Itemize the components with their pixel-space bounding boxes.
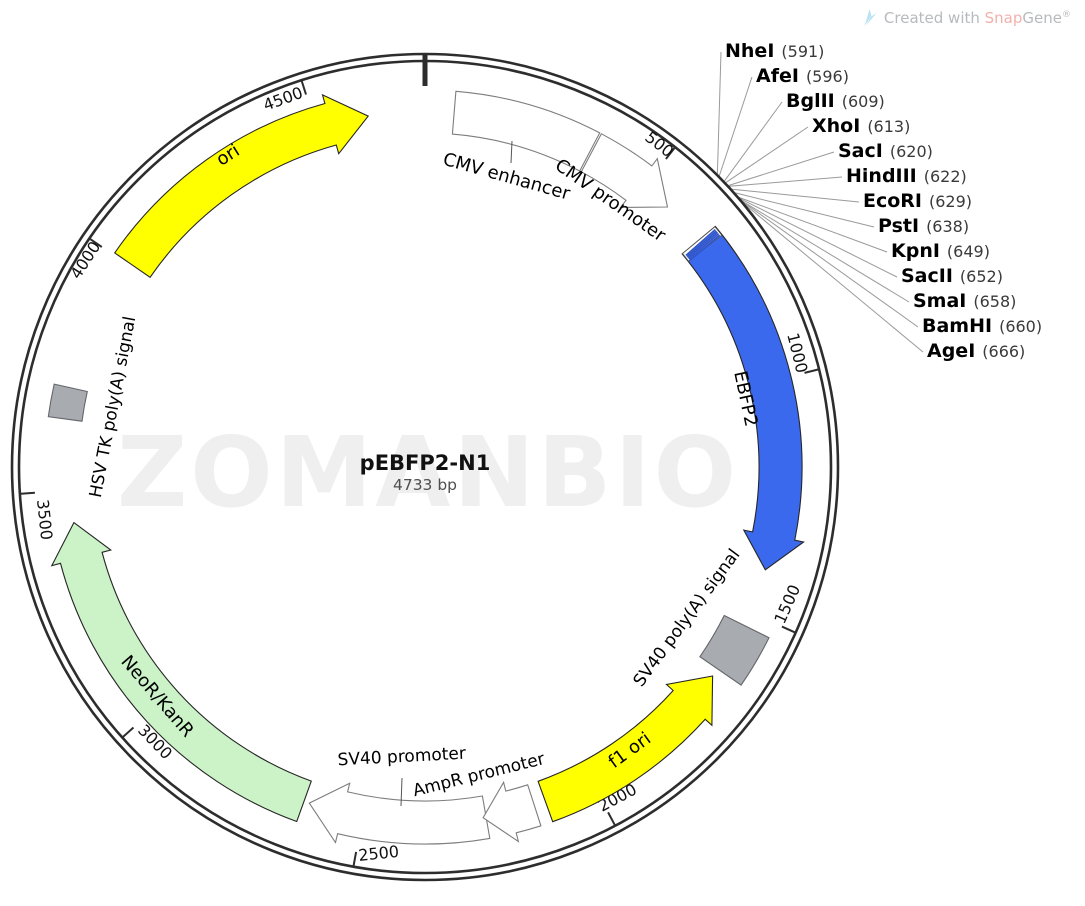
enzyme-leader-line [728, 151, 835, 186]
enzyme-leader-line [729, 176, 843, 187]
enzyme-leader-line [716, 51, 722, 174]
mcs-hatch-line [687, 231, 719, 259]
feature-shapes [47, 90, 805, 845]
snapgene-logo-icon [864, 9, 877, 26]
credit-prefix: Created with [883, 8, 985, 27]
enzyme-label-smai[interactable]: SmaI (658) [913, 290, 1016, 312]
enzyme-leader-line [735, 192, 875, 228]
enzyme-label-bglii[interactable]: BglII (609) [786, 90, 885, 112]
feature-hsvtk-polya[interactable] [47, 383, 88, 422]
tick-2500 [352, 851, 358, 866]
feature-neor-kanr[interactable] [50, 521, 313, 823]
feature-ampr-promoter[interactable] [482, 780, 542, 843]
credit-text: Created with SnapGene® [884, 9, 1071, 27]
feature-cmv-promoter[interactable] [580, 133, 669, 208]
plasmid-name: pEBFP2-N1 [360, 451, 491, 475]
watermark-text: ZOMANBIO [117, 416, 739, 529]
feature-ori[interactable] [113, 93, 370, 279]
tick-label-1500: 1500 [770, 582, 804, 627]
enzyme-label-ecori[interactable]: EcoRI (629) [863, 190, 972, 212]
tick-label-4500: 4500 [261, 83, 306, 115]
feature-label-sv40-promoter[interactable]: SV40 promoter [337, 744, 466, 771]
plasmid-size: 4733 bp [393, 476, 457, 494]
tick-500 [665, 147, 676, 160]
enzyme-leader-line [725, 126, 809, 184]
feature-sv40-promoter[interactable] [308, 782, 491, 845]
enzyme-label-bamhi[interactable]: BamHI (660) [922, 315, 1042, 337]
snapgene-credit: Created with SnapGene® [862, 7, 1071, 28]
enzyme-leader-line [739, 197, 888, 253]
tick-4000 [89, 238, 103, 248]
enzyme-leader-line [718, 76, 753, 177]
tick-2000 [607, 811, 616, 826]
enzyme-leader-line [731, 188, 860, 203]
enzyme-label-sacii[interactable]: SacII (652) [901, 265, 1003, 287]
tick-label-3500: 3500 [33, 498, 56, 540]
sv40-promoter-leader [400, 777, 403, 807]
enzyme-leader-line [742, 200, 910, 303]
tick-3000 [122, 726, 135, 738]
enzyme-leader-line [742, 201, 919, 328]
tick-label-4000: 4000 [66, 238, 104, 282]
tick-label-2500: 2500 [357, 842, 399, 865]
enzyme-leader-lines [716, 51, 924, 353]
enzyme-label-hindiii[interactable]: HindIII (622) [846, 165, 967, 187]
enzyme-leader-line [723, 101, 783, 182]
mcs-hatch-line [686, 230, 717, 258]
enzyme-label-nhei[interactable]: NheI (591) [725, 40, 824, 62]
tick-label-500: 500 [641, 127, 677, 161]
enzyme-label-kpni[interactable]: KpnI (649) [891, 240, 990, 262]
enzyme-label-afei[interactable]: AfeI (596) [756, 65, 849, 87]
feature-ebfp2[interactable] [681, 225, 805, 571]
enzyme-labels: NheI (591) AfeI (596) BglII (609) XhoI (613)… [725, 40, 1042, 362]
enzyme-label-psti[interactable]: PstI (638) [878, 215, 969, 237]
enzyme-label-agei[interactable]: AgeI (666) [927, 340, 1025, 362]
feature-cmv-enhancer[interactable] [451, 90, 601, 172]
mcs-hatch-line [685, 228, 716, 257]
mcs-hatch-line [689, 234, 721, 262]
tick-1000 [804, 368, 819, 374]
credit-brand-gene: Gene [1022, 8, 1062, 27]
enzyme-leader-line [744, 204, 924, 353]
enzyme-label-saci[interactable]: SacI (620) [838, 140, 933, 162]
feature-f1-ori[interactable] [537, 675, 714, 823]
mcs-hatch-line [688, 233, 720, 260]
tick-1500 [781, 625, 796, 634]
tick-4500 [300, 80, 307, 95]
feature-sv40-polya[interactable] [699, 614, 770, 686]
cmv-enhancer-leader [510, 140, 513, 164]
credit-registered: ® [1062, 9, 1071, 20]
enzyme-leader-line [740, 198, 898, 278]
credit-brand-snap: Snap [984, 8, 1023, 27]
scale-ticks [20, 80, 819, 866]
tick-3500 [20, 491, 35, 495]
enzyme-label-xhoi[interactable]: XhoI (613) [812, 115, 910, 137]
